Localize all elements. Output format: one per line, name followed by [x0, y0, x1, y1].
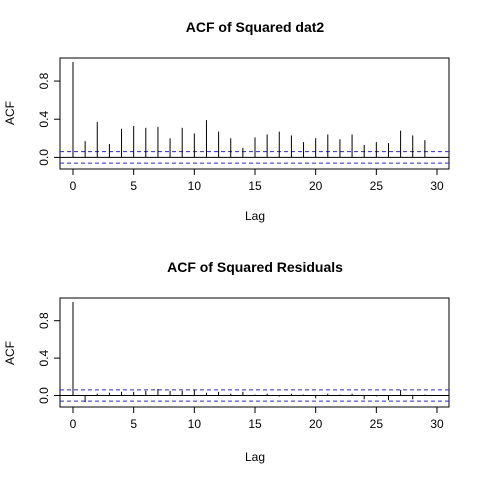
x-tick-label: 15 — [248, 179, 262, 193]
x-axis-label: Lag — [245, 450, 265, 464]
chart-title: ACF of Squared dat2 — [186, 19, 325, 35]
y-tick-label: 0.8 — [37, 312, 51, 329]
x-tick-label: 10 — [188, 179, 202, 193]
x-tick-label: 20 — [309, 417, 323, 431]
x-tick-label: 25 — [370, 417, 384, 431]
x-tick-label: 0 — [70, 417, 77, 431]
y-tick-label: 0.4 — [37, 349, 51, 366]
x-tick-label: 15 — [248, 417, 262, 431]
chart-title: ACF of Squared Residuals — [167, 259, 343, 275]
y-axis-label: ACF — [3, 341, 17, 365]
plot-frame — [59, 297, 450, 408]
x-tick-label: 0 — [70, 179, 77, 193]
y-tick-label: 0.0 — [37, 387, 51, 404]
x-axis-label: Lag — [245, 209, 265, 223]
acf-panel-squared-residuals: ACF of Squared Residuals Lag ACF 0 5 10 15 2… — [3, 259, 450, 464]
y-axis-label: ACF — [3, 101, 17, 125]
x-tick-label: 5 — [130, 179, 137, 193]
x-tick-label: 30 — [430, 179, 444, 193]
y-tick-label: 0.8 — [37, 72, 51, 89]
acf-panel-squared-dat2: ACF of Squared dat2 Lag ACF 0 5 10 15 20 25 30… — [3, 19, 450, 223]
x-tick-label: 30 — [430, 417, 444, 431]
y-tick-label: 0.0 — [37, 149, 51, 166]
x-tick-label: 10 — [188, 417, 202, 431]
x-tick-label: 25 — [370, 179, 384, 193]
x-tick-label: 20 — [309, 179, 323, 193]
x-tick-label: 5 — [130, 417, 137, 431]
y-tick-label: 0.4 — [37, 111, 51, 128]
